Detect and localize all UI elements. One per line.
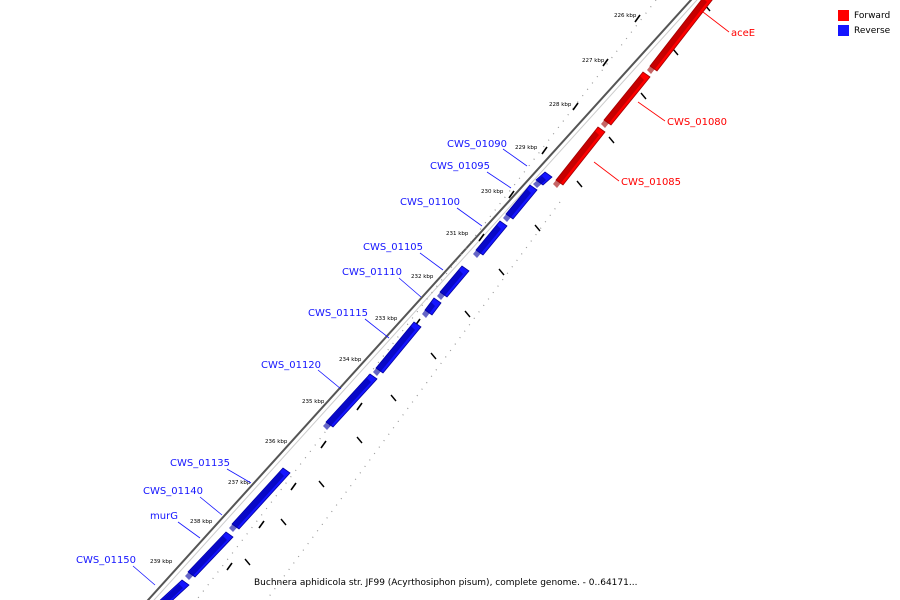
legend-swatch-reverse [838,25,849,36]
leader-line [177,521,201,539]
leader-line [637,101,666,122]
kbp-tick [320,440,327,449]
gene-CWS_01115-shade [373,326,415,376]
kbp-tick [602,58,609,67]
leader-line [419,252,444,271]
leader-line [593,161,620,182]
gene-CWS_01140-shade [185,536,227,580]
gene-label-reverse: CWS_01140 [143,486,203,497]
minor-tick [430,352,437,360]
minor-tick [498,268,505,276]
gene-label-forward: CWS_01085 [621,177,681,188]
dotted-track-left [197,0,657,599]
scale-label: 227 kbp [582,58,605,64]
gene-label-reverse: CWS_01150 [76,555,136,566]
gene-label-reverse: CWS_01135 [170,458,230,469]
legend: Forward Reverse [838,8,890,38]
gene-label-reverse: CWS_01090 [447,139,507,150]
minor-tick [534,224,541,232]
leader-line [226,468,252,484]
gene-CWS_01090-shade [533,176,546,188]
scale-label: 231 kbp [446,231,469,237]
gene-murG-shade [161,584,183,600]
scale-label: 237 kbp [228,480,251,486]
gene-layer [159,0,713,600]
minor-tick [318,480,325,488]
backbone-line [146,0,693,600]
leader-line [364,318,390,339]
kbp-tick [356,402,363,411]
scale-label: 239 kbp [150,559,173,565]
gene-CWS_01105-shade [437,270,463,300]
gene-aceE-shade [647,0,707,74]
scale-label: 229 kbp [515,145,538,151]
legend-label-reverse: Reverse [854,25,891,36]
gene-CWS_01095-shade [503,189,531,222]
legend-item-reverse: Reverse [838,23,890,38]
gene-label-reverse: CWS_01120 [261,360,321,371]
leader-line [502,148,528,167]
scale-label: 226 kbp [614,13,637,19]
gene-CWS_01080-shade [601,76,644,128]
leader-line [317,369,342,390]
gene-label-reverse: CWS_01095 [430,161,490,172]
minor-tick [244,558,251,566]
kbp-tick [572,102,579,111]
kbp-tick [478,233,485,242]
minor-tick [280,518,287,526]
genome-caption: Buchnera aphidicola str. JF99 (Acyrthosi… [254,578,638,588]
kbp-tick [541,146,548,155]
gene-CWS_01085-shade [553,131,599,188]
label-layer: aceE CWS_01080 CWS_01085 CWS_01090 CWS_01095… [76,11,755,586]
leader-line [199,496,223,516]
kbp-tick [258,520,265,529]
gene-label-forward: aceE [731,28,755,39]
scale-label: 233 kbp [375,316,398,322]
backbone-shadow [153,0,698,600]
gene-label-reverse: CWS_01105 [363,242,423,253]
scale-label: 228 kbp [549,102,572,108]
scale-label: 232 kbp [411,274,434,280]
gene-label-reverse: CWS_01100 [400,197,460,208]
minor-tick [356,436,363,444]
gene-label-forward: CWS_01080 [667,117,727,128]
scale-label: 230 kbp [481,189,504,195]
kbp-tick [508,190,515,199]
backbone-layer [146,0,698,600]
legend-label-forward: Forward [854,10,891,21]
leader-line [456,207,483,227]
minor-tick [576,180,583,188]
scale-label: 235 kbp [302,399,325,405]
gene-CWS_01100-shade [473,225,501,258]
scale-label: 238 kbp [190,519,213,525]
gene-CWS_01135-shade [229,472,284,532]
minor-tick [390,394,397,402]
gene-label-reverse: CWS_01115 [308,308,368,319]
leader-line [702,11,730,33]
kbp-tick [290,482,297,491]
kbp-tick [634,14,641,23]
scale-label: 234 kbp [339,357,362,363]
leader-line [486,171,512,189]
gene-CWS_01110-shade [422,302,435,318]
gene-CWS_01120-shade [323,378,371,430]
gene-label-reverse: CWS_01110 [342,267,402,278]
leader-line [132,565,156,586]
minor-tick [640,92,647,100]
minor-tick [608,136,615,144]
gene-label-reverse: murG [150,511,178,522]
leader-line [398,277,422,298]
legend-item-forward: Forward [838,8,890,23]
minor-tick [464,310,471,318]
kbp-tick [226,562,233,571]
legend-swatch-forward [838,10,849,21]
scale-label: 236 kbp [265,439,288,445]
